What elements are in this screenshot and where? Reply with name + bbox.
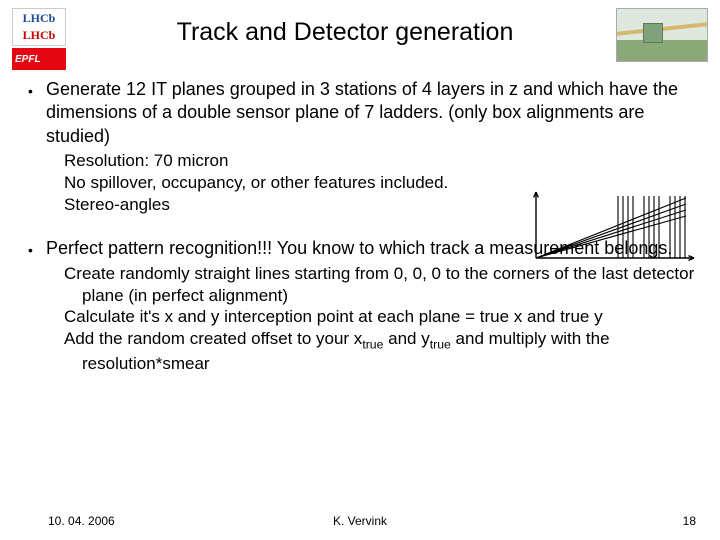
footer: 10. 04. 2006 K. Vervink 18 bbox=[0, 514, 720, 528]
bullet-item-1: • Generate 12 IT planes grouped in 3 sta… bbox=[28, 78, 702, 148]
sub-2b: Calculate it's x and y interception poin… bbox=[46, 306, 702, 328]
footer-date: 10. 04. 2006 bbox=[48, 514, 115, 528]
sub-2c-mid: and y bbox=[383, 329, 429, 348]
detector-thumbnail bbox=[616, 8, 708, 62]
sub-2c: Add the random created offset to your xt… bbox=[46, 328, 702, 375]
bullet-dot-icon: • bbox=[28, 78, 46, 148]
bullet-1-text: Generate 12 IT planes grouped in 3 stati… bbox=[46, 78, 702, 148]
slide-title: Track and Detector generation bbox=[74, 8, 616, 47]
subscript-true-1: true bbox=[362, 337, 383, 351]
track-diagram bbox=[526, 188, 696, 274]
logo-stack: EPFL bbox=[12, 8, 74, 70]
bullet-dot-icon: • bbox=[28, 237, 46, 260]
sub-1a: Resolution: 70 micron bbox=[28, 150, 702, 172]
epfl-logo: EPFL bbox=[12, 48, 66, 70]
lhcb-logo bbox=[12, 8, 66, 46]
content-area: • Generate 12 IT planes grouped in 3 sta… bbox=[0, 74, 720, 375]
subscript-true-2: true bbox=[430, 337, 451, 351]
footer-author: K. Vervink bbox=[333, 514, 387, 528]
footer-page: 18 bbox=[683, 514, 696, 528]
sub-2c-pre: Add the random created offset to your x bbox=[64, 329, 362, 348]
header: EPFL Track and Detector generation bbox=[0, 0, 720, 74]
